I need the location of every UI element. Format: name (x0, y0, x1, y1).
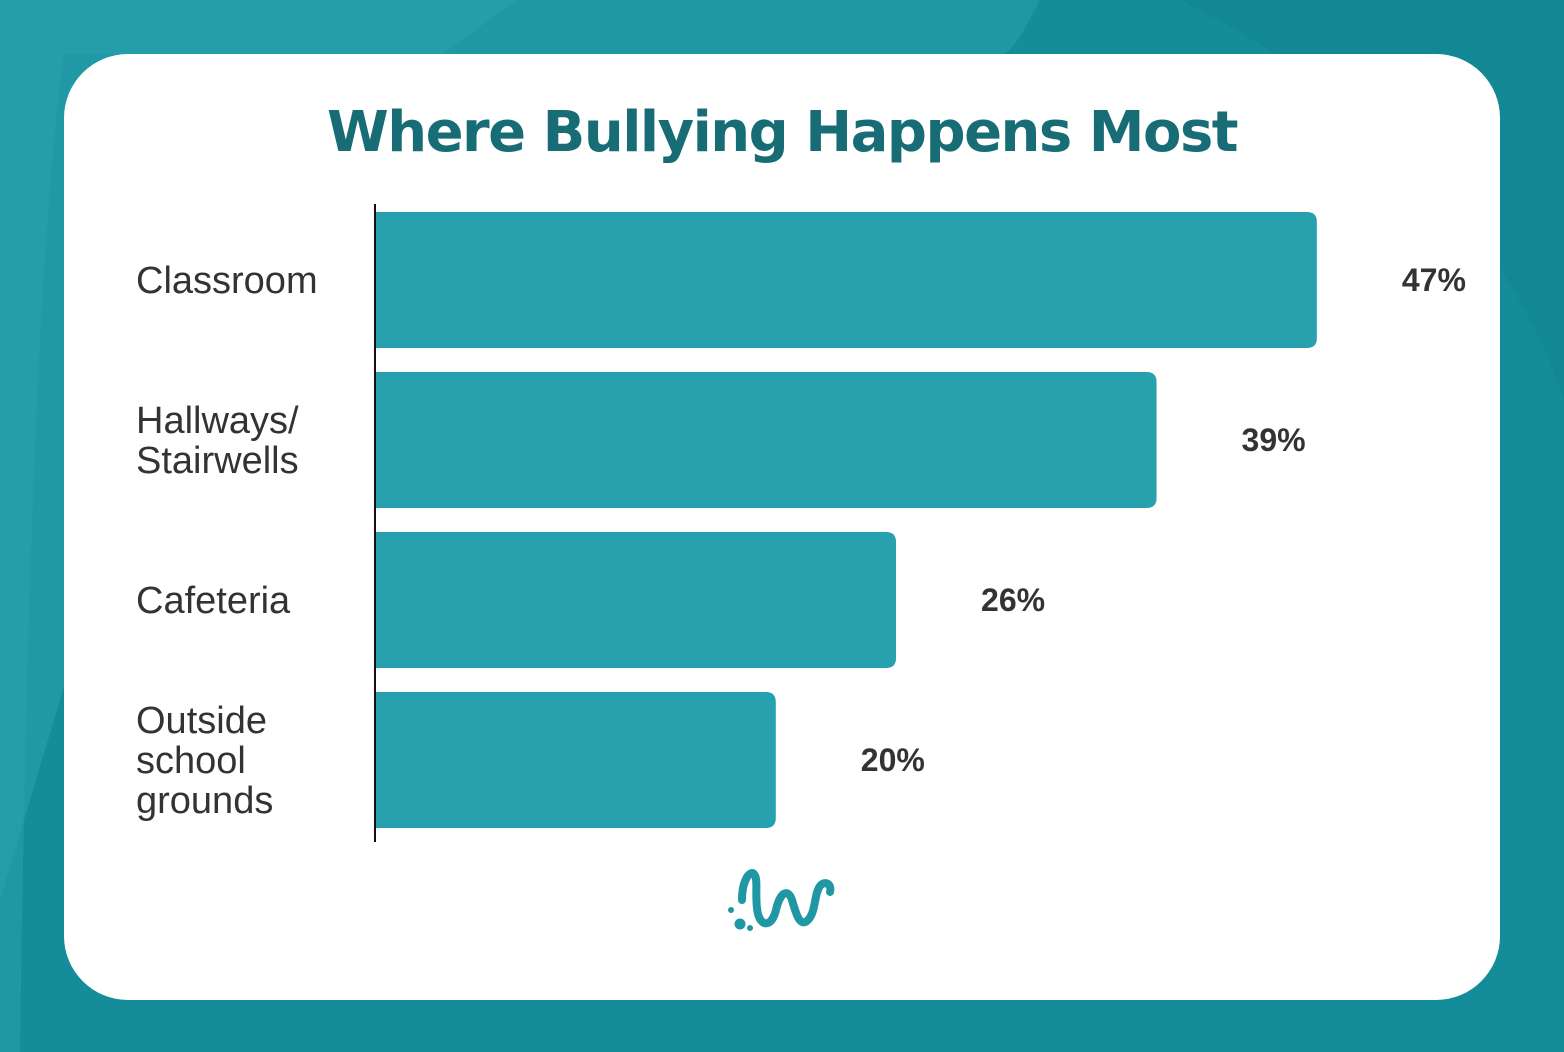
bar-2 (375, 532, 897, 668)
bar-1 (375, 372, 1157, 508)
squiggle-logo-icon (728, 869, 835, 931)
category-label-1: Hallways/Stairwells (136, 400, 299, 482)
bar-3 (375, 692, 776, 828)
category-label-0: Classroom (136, 260, 318, 302)
bar-0 (375, 212, 1317, 348)
value-label-3: 20% (861, 742, 925, 778)
value-label-1: 39% (1242, 422, 1306, 458)
value-label-2: 26% (981, 582, 1045, 618)
value-label-0: 47% (1402, 262, 1466, 298)
chart-title: Where Bullying Happens Most (326, 100, 1239, 165)
bar-chart: 47% Classroom 39% Hallways/Stairwells 26% Caf… (136, 204, 1466, 842)
chart-card: Where Bullying Happens Most 47% Classroom… (64, 54, 1500, 1000)
category-label-3: Outside school grounds (136, 700, 273, 822)
category-label-2: Cafeteria (136, 580, 291, 622)
